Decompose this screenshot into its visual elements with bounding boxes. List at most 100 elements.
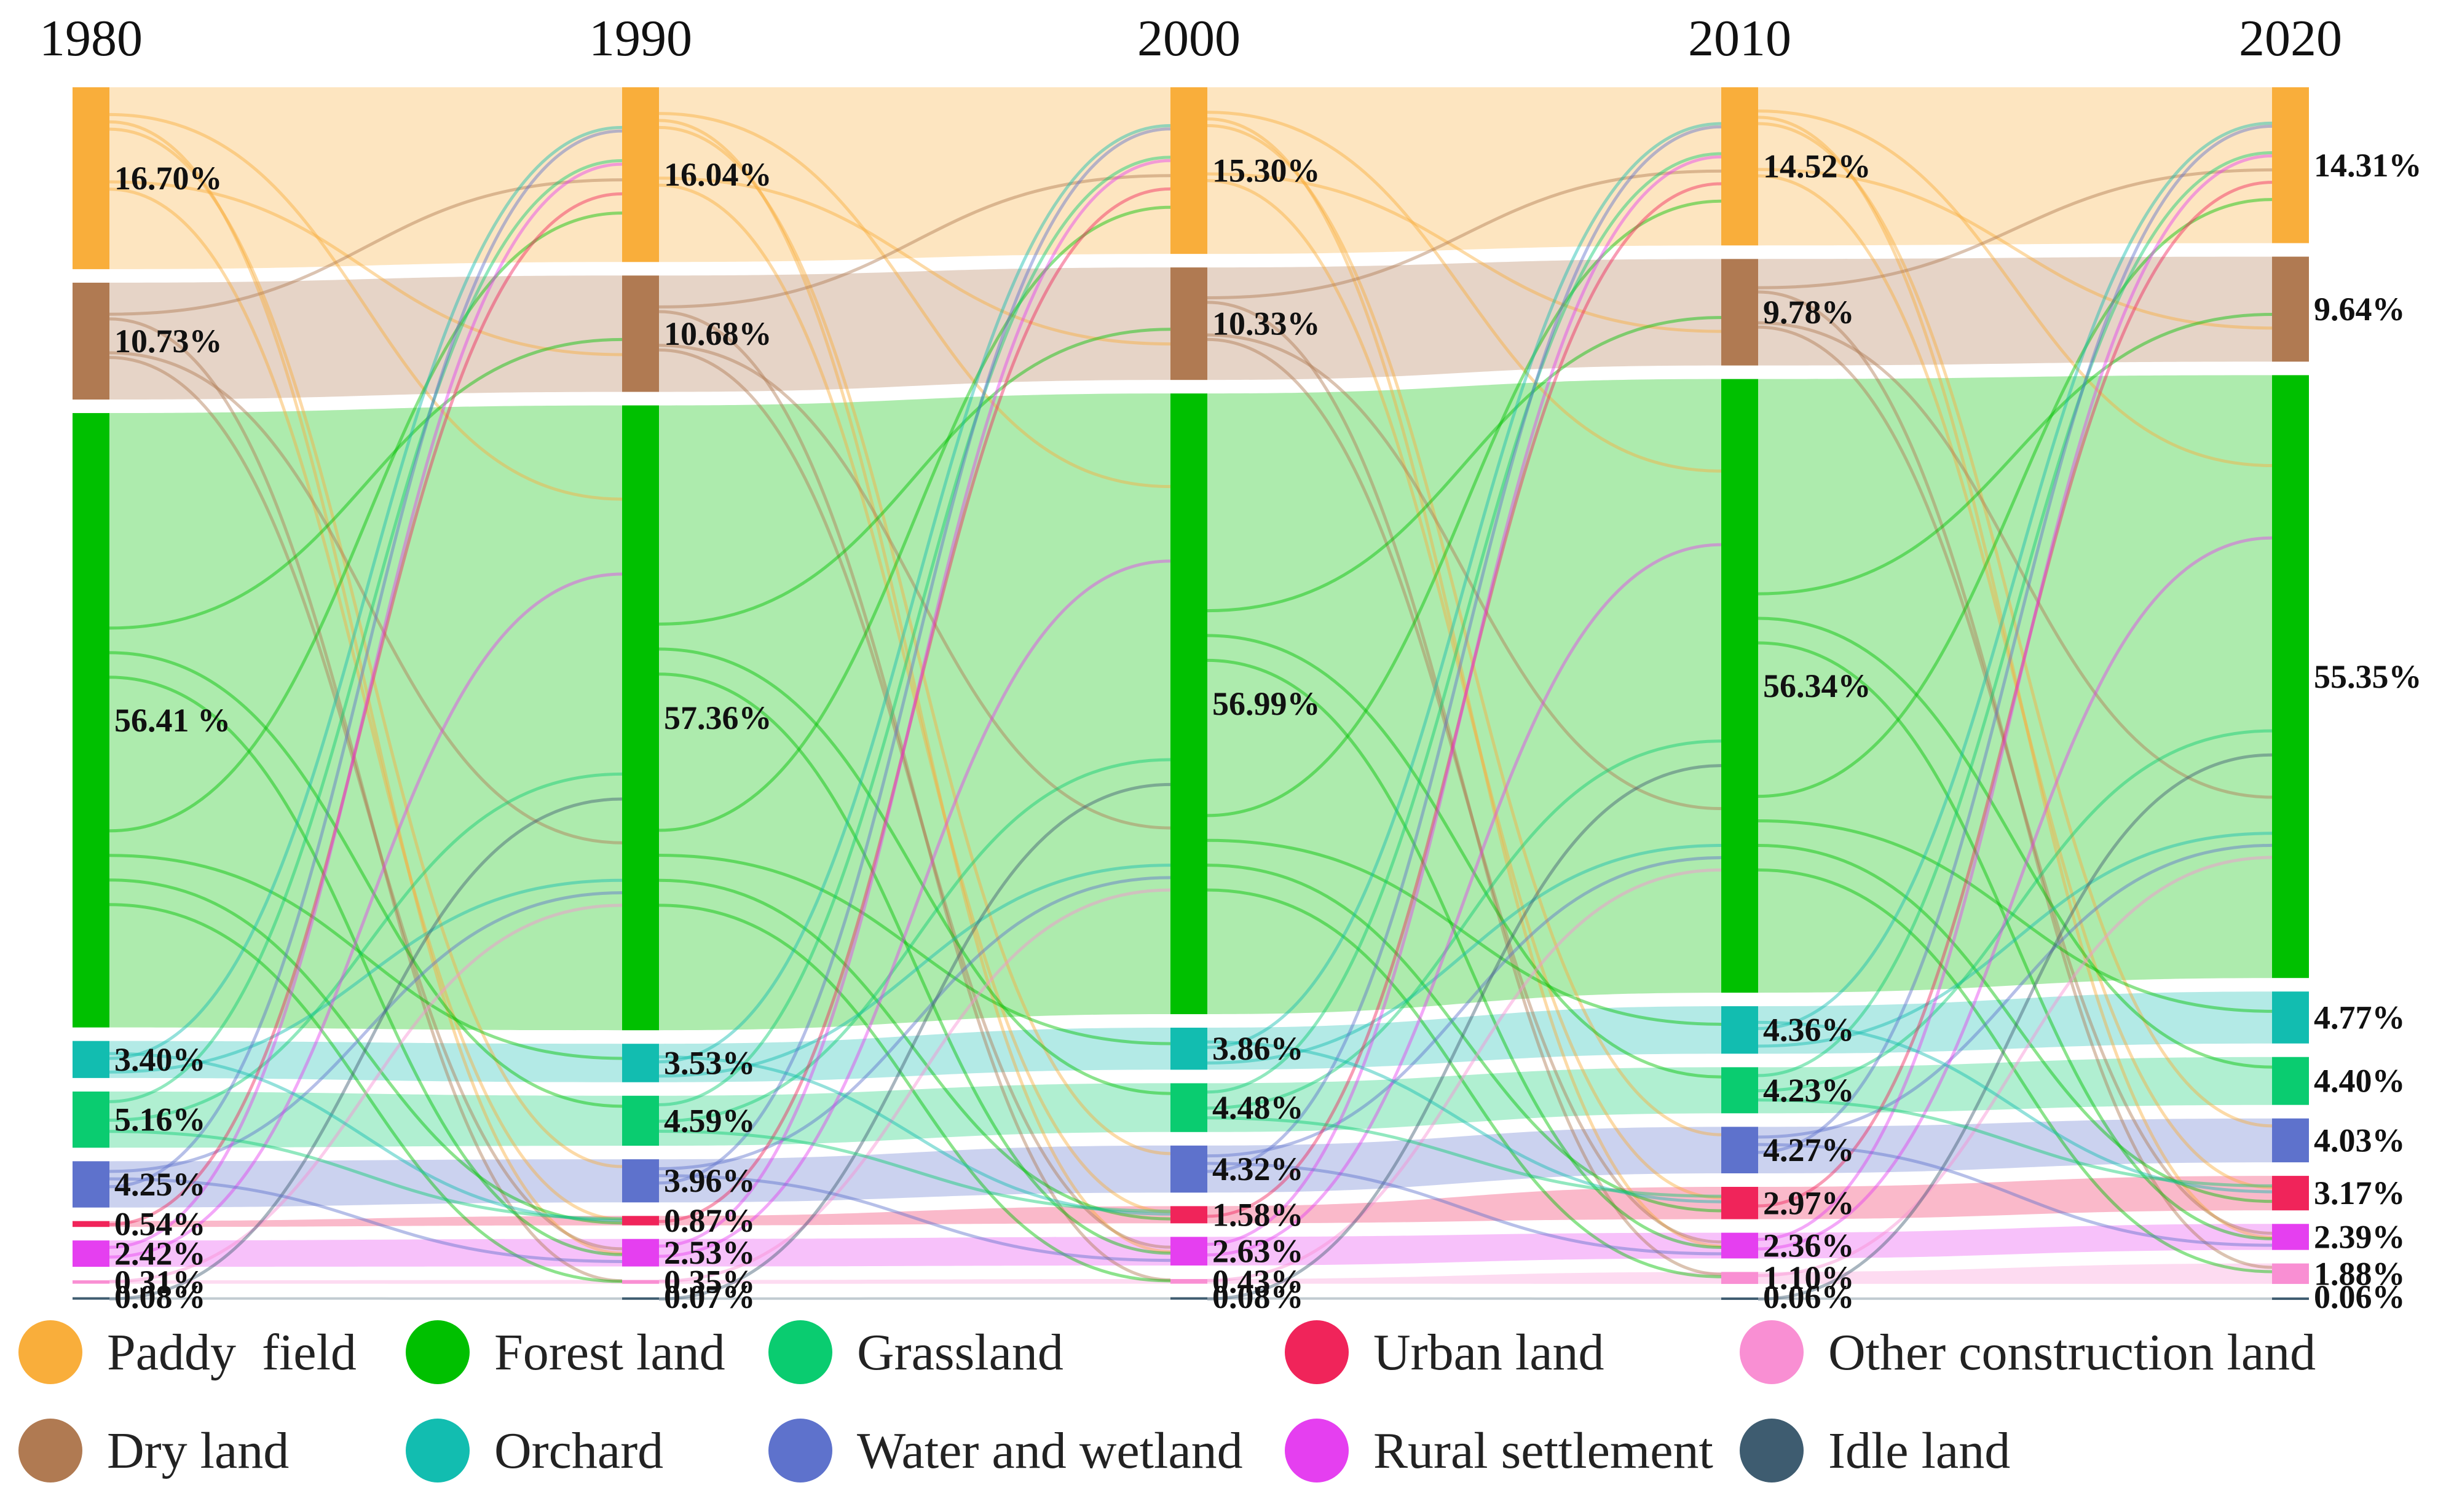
flow-band-other xyxy=(659,1278,1170,1284)
flow-band-grass xyxy=(1207,1067,1721,1132)
flow-strand-water-to-forest xyxy=(658,876,1171,1171)
legend-item-urban-land: Urban land xyxy=(1285,1315,1604,1389)
flow-strand-paddy-to-urban xyxy=(1758,174,2273,1189)
node-rural-1990 xyxy=(622,1238,659,1267)
flow-strand-water-to-rural xyxy=(109,1177,623,1263)
value-label-orchard-2010: 4.36% xyxy=(1763,1012,1855,1049)
flow-strand-forest-to-urban xyxy=(1207,864,1722,1213)
flow-strand-orchard-to-paddy xyxy=(109,125,623,1060)
value-label-forest-1980: 56.41 % xyxy=(114,702,231,739)
rural-settlement-swatch-icon xyxy=(1285,1419,1349,1482)
node-orchard-2000 xyxy=(1170,1028,1207,1070)
flow-band-water xyxy=(1758,1118,2272,1173)
value-label-idle-1990: 0.07% xyxy=(664,1278,756,1315)
node-forest-2010 xyxy=(1721,379,1758,993)
flow-strand-rural-to-forest xyxy=(1758,536,2273,1251)
node-water-2010 xyxy=(1721,1127,1758,1173)
value-label-rural-2000: 2.63% xyxy=(1212,1233,1304,1270)
flow-band-orchard xyxy=(1207,1006,1721,1070)
flow-strand-forest-to-dry xyxy=(1758,313,2273,596)
value-label-orchard-1990: 3.53% xyxy=(664,1044,756,1081)
legend-item-dry-land: Dry land xyxy=(18,1414,289,1487)
legend-item-grassland: Grassland xyxy=(768,1315,1063,1389)
flow-strand-dry-to-other xyxy=(1758,290,2273,1269)
flow-strand-paddy-to-dry xyxy=(1758,168,2273,330)
flow-strand-grass-to-forest xyxy=(658,758,1171,1123)
value-label-water-1990: 3.96% xyxy=(664,1162,756,1199)
legend-item-idle-land: Idle land xyxy=(1740,1414,2010,1487)
flow-strand-water-to-forest xyxy=(1758,843,2273,1139)
flow-strand-water-to-paddy xyxy=(1758,124,2273,1154)
flow-strand-paddy-to-urban xyxy=(658,183,1171,1214)
flow-strand-water-to-paddy xyxy=(109,129,623,1189)
flow-band-grass xyxy=(659,1083,1170,1146)
flow-strand-grass-to-urban xyxy=(109,1130,623,1221)
flow-strand-forest-to-orchard xyxy=(109,854,623,1060)
flow-strand-rural-to-forest xyxy=(658,559,1171,1258)
node-grass-1990 xyxy=(622,1095,659,1146)
node-forest-1990 xyxy=(622,405,659,1031)
flow-strand-grass-to-urban xyxy=(1758,1098,2273,1187)
value-label-dry-1990: 10.68% xyxy=(664,315,772,352)
node-idle-2020 xyxy=(2272,1297,2309,1300)
flow-strand-paddy-to-forest xyxy=(109,112,623,501)
legend-item-orchard: Orchard xyxy=(406,1414,663,1487)
year-label-1980: 1980 xyxy=(39,10,143,67)
value-label-dry-1980: 10.73% xyxy=(114,323,223,360)
legend: Paddy field Forest land Grassland Urban … xyxy=(0,1315,2454,1512)
paddy-field-swatch-icon xyxy=(18,1320,82,1384)
flow-strand-forest-to-grass xyxy=(658,647,1171,1095)
legend-label: Urban land xyxy=(1373,1323,1604,1381)
flow-band-dry xyxy=(109,275,622,400)
grassland-swatch-icon xyxy=(768,1320,832,1384)
flow-band-other xyxy=(1758,1263,2272,1284)
value-label-forest-2020: 55.35% xyxy=(2314,658,2422,695)
flow-strand-rural-to-forest xyxy=(1207,543,1722,1257)
nodes-layer xyxy=(73,87,2309,1300)
flow-strand-grass-to-paddy xyxy=(109,159,623,1103)
flow-band-water xyxy=(1207,1127,1721,1193)
flow-strand-orchard-to-forest xyxy=(1207,843,1722,1065)
flow-strand-rural-to-forest xyxy=(109,572,623,1259)
flow-strand-forest-to-rural xyxy=(1758,641,2273,1240)
flow-strand-forest-to-other xyxy=(658,904,1171,1283)
flow-strand-grass-to-urban xyxy=(658,1130,1171,1213)
value-label-paddy-1990: 16.04% xyxy=(664,156,772,193)
node-rural-1980 xyxy=(73,1240,109,1267)
flow-strand-forest-to-rural xyxy=(109,675,623,1256)
flow-strand-forest-to-orchard xyxy=(658,854,1171,1045)
flow-strand-orchard-to-paddy xyxy=(658,124,1171,1064)
flow-strand-orchard-to-urban xyxy=(109,1052,623,1222)
flow-strand-forest-to-rural xyxy=(1207,658,1722,1249)
flow-strand-grass-to-forest xyxy=(1758,729,2273,1093)
year-label-2000: 2000 xyxy=(1137,10,1241,67)
value-label-urban-2000: 1.58% xyxy=(1212,1196,1304,1233)
node-grass-1980 xyxy=(73,1091,109,1148)
flow-band-forest xyxy=(109,405,622,1031)
flow-strand-other-to-forest xyxy=(109,904,623,1283)
flow-strand-idle-to-forest xyxy=(1758,753,2273,1301)
flow-band-dry xyxy=(659,267,1170,392)
flow-strand-paddy-to-forest xyxy=(658,112,1171,489)
node-forest-1980 xyxy=(73,413,109,1028)
flow-band-idle xyxy=(1207,1297,1721,1300)
value-label-other-2010: 1.10% xyxy=(1763,1259,1855,1296)
legend-item-forest-land: Forest land xyxy=(406,1315,725,1389)
node-dry-1990 xyxy=(622,275,659,392)
value-label-paddy-1980: 16.70% xyxy=(114,160,223,197)
flow-strand-paddy-to-rural xyxy=(109,120,623,1255)
flow-strand-paddy-to-urban xyxy=(109,187,623,1221)
legend-label: Idle land xyxy=(1828,1422,2011,1479)
flow-strand-forest-to-orchard xyxy=(1758,819,2273,1013)
node-water-2000 xyxy=(1170,1145,1207,1193)
flow-strand-orchard-to-paddy xyxy=(1758,121,2273,1030)
flow-strand-dry-to-paddy xyxy=(1207,169,1722,300)
flow-strand-grass-to-urban xyxy=(1207,1116,1722,1198)
flow-strand-orchard-to-paddy xyxy=(1207,122,1722,1049)
value-label-grass-2000: 4.48% xyxy=(1212,1089,1304,1126)
value-label-grass-2020: 4.40% xyxy=(2314,1063,2405,1100)
value-label-rural-2010: 2.36% xyxy=(1763,1227,1855,1264)
value-label-other-2020: 1.88% xyxy=(2314,1255,2405,1292)
flow-band-urban xyxy=(1207,1186,1721,1224)
value-label-paddy-2010: 14.52% xyxy=(1763,148,1871,185)
